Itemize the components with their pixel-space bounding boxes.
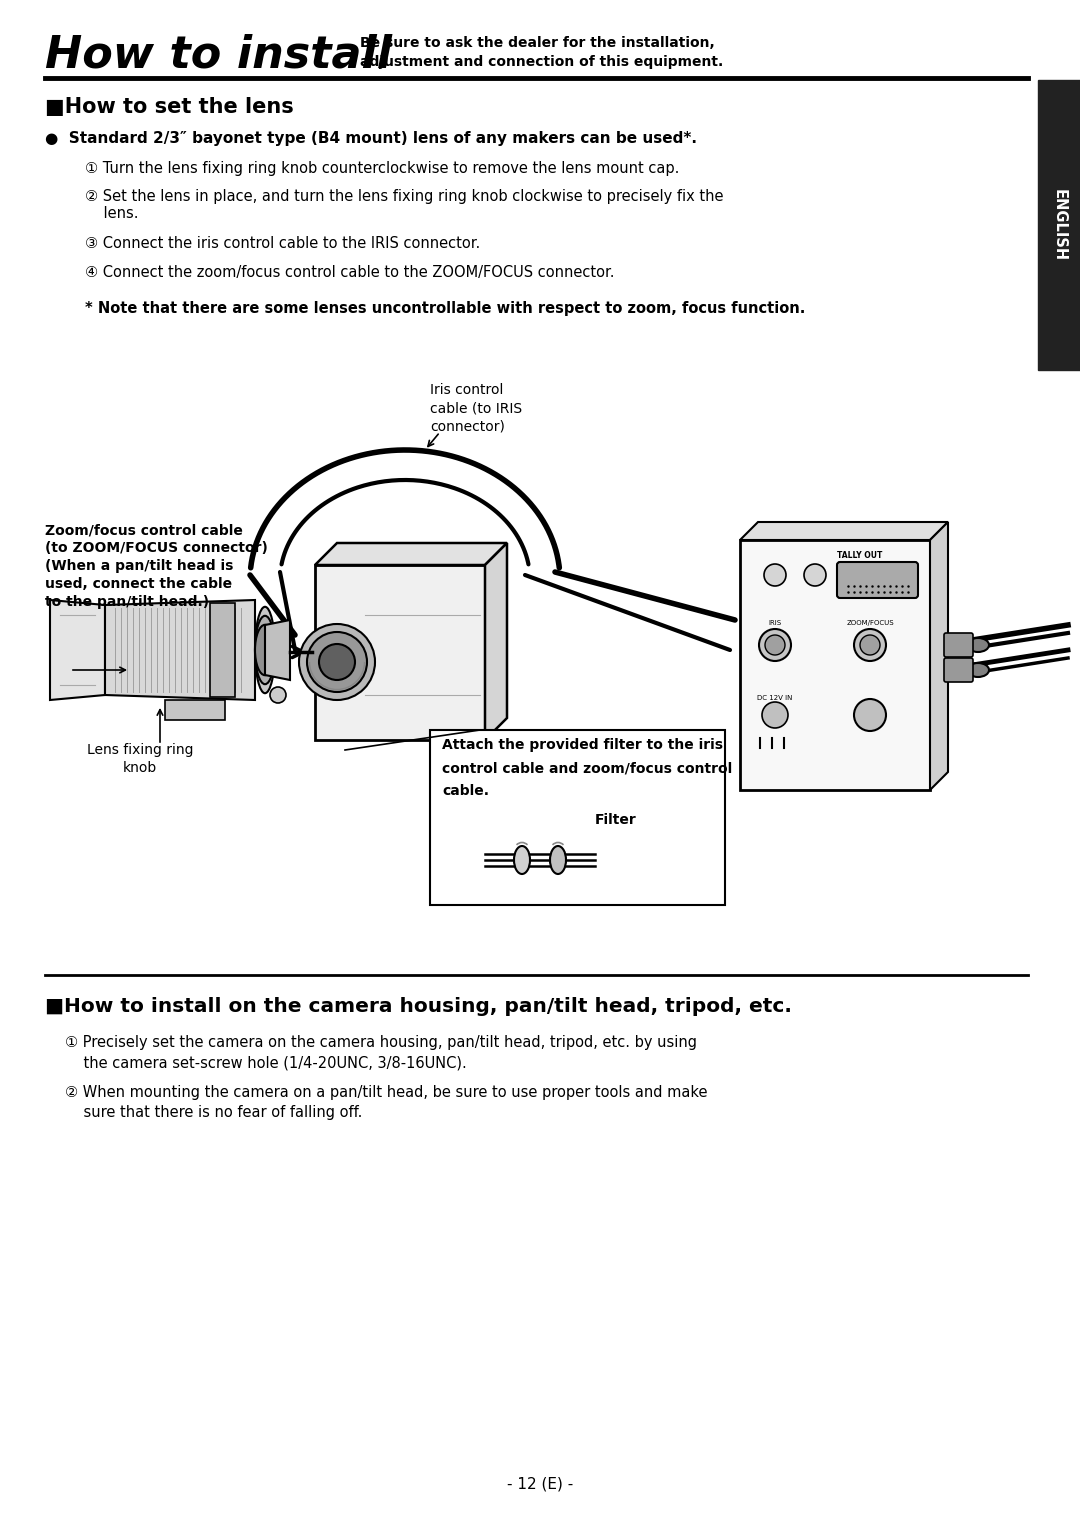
Ellipse shape	[550, 846, 566, 874]
Text: * Note that there are some lenses uncontrollable with respect to zoom, focus fun: * Note that there are some lenses uncont…	[85, 300, 806, 315]
Text: (to ZOOM/FOCUS connector): (to ZOOM/FOCUS connector)	[45, 540, 268, 556]
FancyBboxPatch shape	[944, 633, 973, 657]
Text: the camera set-screw hole (1/4-20UNC, 3/8-16UNC).: the camera set-screw hole (1/4-20UNC, 3/…	[65, 1055, 467, 1070]
FancyBboxPatch shape	[944, 659, 973, 681]
Circle shape	[860, 634, 880, 656]
Text: lens.: lens.	[85, 206, 138, 221]
Text: ④ Connect the zoom/focus control cable to the ZOOM/FOCUS connector.: ④ Connect the zoom/focus control cable t…	[85, 265, 615, 280]
Text: ■How to install on the camera housing, pan/tilt head, tripod, etc.: ■How to install on the camera housing, p…	[45, 998, 792, 1016]
Polygon shape	[315, 544, 507, 565]
Circle shape	[319, 643, 355, 680]
Text: cable.: cable.	[442, 784, 489, 798]
Text: knob: knob	[123, 762, 157, 775]
Text: ① Turn the lens fixing ring knob counterclockwise to remove the lens mount cap.: ① Turn the lens fixing ring knob counter…	[85, 160, 679, 176]
Polygon shape	[930, 522, 948, 790]
Text: ■How to set the lens: ■How to set the lens	[45, 97, 294, 117]
Text: sure that there is no fear of falling off.: sure that there is no fear of falling of…	[65, 1105, 363, 1120]
Text: ZOOM/FOCUS: ZOOM/FOCUS	[847, 621, 894, 625]
FancyBboxPatch shape	[740, 540, 930, 790]
Circle shape	[804, 565, 826, 586]
Text: connector): connector)	[430, 419, 504, 433]
Ellipse shape	[967, 663, 989, 677]
Text: control cable and zoom/focus control: control cable and zoom/focus control	[442, 762, 732, 775]
Bar	[1038, 80, 1080, 369]
Text: ① Precisely set the camera on the camera housing, pan/tilt head, tripod, etc. by: ① Precisely set the camera on the camera…	[65, 1036, 697, 1051]
Text: - 12 (E) -: - 12 (E) -	[507, 1476, 573, 1491]
Circle shape	[307, 631, 367, 692]
Text: ENGLISH: ENGLISH	[1052, 189, 1067, 260]
Polygon shape	[265, 621, 291, 680]
Text: used, connect the cable: used, connect the cable	[45, 577, 232, 590]
Text: (When a pan/tilt head is: (When a pan/tilt head is	[45, 559, 233, 572]
Ellipse shape	[255, 616, 275, 684]
Text: cable (to IRIS: cable (to IRIS	[430, 401, 522, 415]
Circle shape	[759, 628, 791, 662]
Polygon shape	[740, 522, 948, 540]
Circle shape	[270, 687, 286, 702]
Text: Zoom/focus control cable: Zoom/focus control cable	[45, 522, 243, 537]
FancyBboxPatch shape	[837, 562, 918, 598]
Ellipse shape	[255, 625, 275, 675]
Text: ② When mounting the camera on a pan/tilt head, be sure to use proper tools and m: ② When mounting the camera on a pan/tilt…	[65, 1086, 707, 1101]
Circle shape	[765, 634, 785, 656]
Polygon shape	[105, 600, 255, 699]
Ellipse shape	[514, 846, 530, 874]
Text: Iris control: Iris control	[430, 383, 503, 397]
Text: to the pan/tilt head.): to the pan/tilt head.)	[45, 595, 210, 609]
Text: Attach the provided filter to the iris: Attach the provided filter to the iris	[442, 737, 723, 752]
Text: IRIS: IRIS	[769, 621, 782, 625]
Text: TALLY OUT: TALLY OUT	[837, 551, 882, 560]
Ellipse shape	[967, 637, 989, 653]
Circle shape	[854, 628, 886, 662]
Circle shape	[299, 624, 375, 699]
Text: How to install: How to install	[45, 33, 392, 77]
Text: Lens fixing ring: Lens fixing ring	[86, 743, 193, 757]
Polygon shape	[50, 600, 105, 699]
Polygon shape	[485, 544, 507, 740]
Polygon shape	[165, 699, 225, 721]
Circle shape	[854, 699, 886, 731]
Text: adjustment and connection of this equipment.: adjustment and connection of this equipm…	[360, 55, 724, 70]
FancyBboxPatch shape	[315, 565, 485, 740]
Text: ●  Standard 2/3″ bayonet type (B4 mount) lens of any makers can be used*.: ● Standard 2/3″ bayonet type (B4 mount) …	[45, 130, 697, 145]
Text: Filter: Filter	[595, 813, 637, 827]
Ellipse shape	[255, 607, 275, 693]
Text: DC 12V IN: DC 12V IN	[757, 695, 793, 701]
FancyBboxPatch shape	[430, 730, 725, 905]
Circle shape	[762, 702, 788, 728]
Text: ② Set the lens in place, and turn the lens fixing ring knob clockwise to precise: ② Set the lens in place, and turn the le…	[85, 189, 724, 203]
Text: Be sure to ask the dealer for the installation,: Be sure to ask the dealer for the instal…	[360, 36, 715, 50]
Text: ③ Connect the iris control cable to the IRIS connector.: ③ Connect the iris control cable to the …	[85, 236, 481, 251]
Circle shape	[764, 565, 786, 586]
Polygon shape	[210, 603, 235, 696]
